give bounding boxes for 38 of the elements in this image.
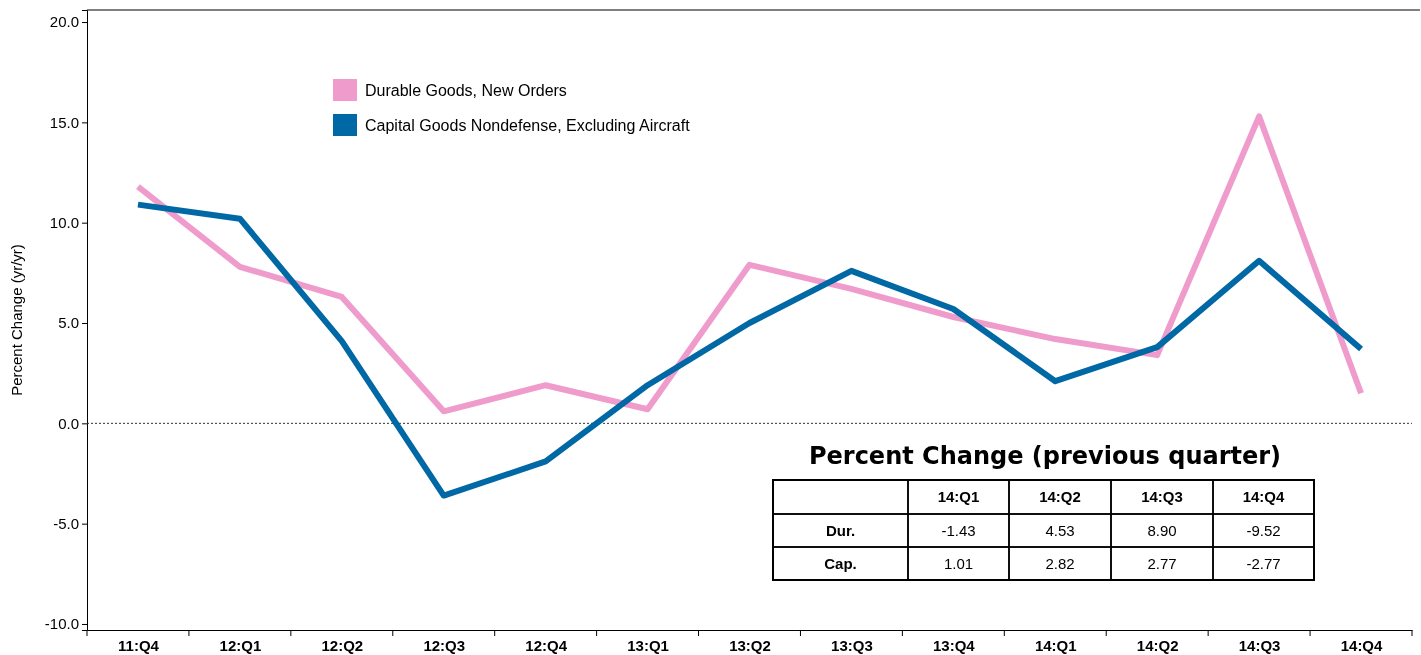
x-tick-label: 11:Q4 <box>118 636 160 654</box>
annotation: Dur. <box>825 521 856 539</box>
annotation: Cap. <box>824 554 857 572</box>
x-tick-label: 12:Q1 <box>219 636 262 654</box>
y-tick-label: 15.0 <box>49 113 79 131</box>
x-tick-label: 14:Q2 <box>1136 636 1179 654</box>
annotation: 14:Q1 <box>937 488 980 505</box>
annotation: -1.43 <box>941 521 976 539</box>
legend-label: Durable Goods, New Orders <box>365 82 567 99</box>
x-tick-label: 12:Q2 <box>321 636 364 654</box>
x-tick-label: 14:Q3 <box>1238 636 1281 654</box>
legend-label: Capital Goods Nondefense, Excluding Aircraft <box>365 117 691 134</box>
x-tick-label: 14:Q1 <box>1034 636 1077 654</box>
y-axis-title: Percent Change (yr/yr) <box>8 244 25 396</box>
x-tick-label: 13:Q2 <box>729 636 771 654</box>
y-tick-label: -5.0 <box>53 514 79 532</box>
y-tick-label: 5.0 <box>58 314 79 332</box>
annotation: Percent Change (previous quarter) <box>808 442 1282 470</box>
x-tick-label: 13:Q4 <box>932 636 976 654</box>
annotation: 1.01 <box>943 554 974 572</box>
annotation: -2.77 <box>1246 554 1281 572</box>
annotation: 2.77 <box>1147 554 1177 572</box>
x-tick-label: 13:Q3 <box>831 636 873 654</box>
y-tick-label: 10.0 <box>49 213 79 231</box>
annotation: 4.53 <box>1045 521 1075 539</box>
annotation: 8.90 <box>1147 521 1177 539</box>
x-tick-label: 12:Q4 <box>525 636 568 654</box>
annotation: 14:Q4 <box>1242 488 1285 505</box>
annotation: -9.52 <box>1246 521 1281 539</box>
annotation: 14:Q2 <box>1039 488 1081 505</box>
x-tick-label: 13:Q1 <box>627 636 669 654</box>
y-tick-label: 20.0 <box>49 13 79 31</box>
x-tick-label: 12:Q3 <box>423 636 466 654</box>
annotation: 14:Q3 <box>1141 488 1183 505</box>
y-tick-label: 0.0 <box>58 414 79 432</box>
y-tick-label: -10.0 <box>44 615 79 633</box>
annotation: 2.82 <box>1045 554 1075 572</box>
x-tick-label: 14:Q4 <box>1340 636 1384 654</box>
